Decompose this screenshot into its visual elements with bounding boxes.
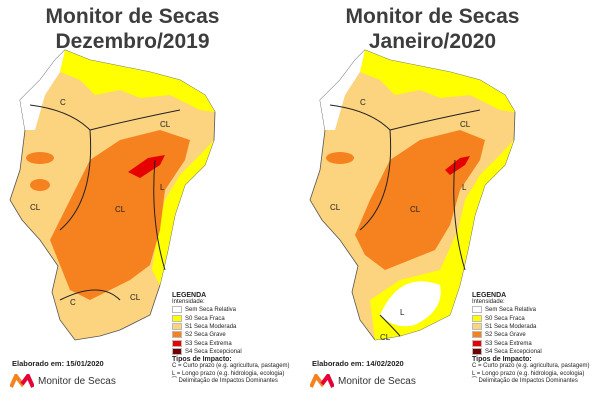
impact-short: C = Curto prazo (e.g. agricultura, pasta… <box>472 363 590 370</box>
impact-short: C = Curto prazo (e.g. agricultura, pasta… <box>172 363 290 370</box>
legend-intensity-label: Intensidade: <box>472 299 505 306</box>
logo-icon <box>310 374 334 388</box>
region-s3 <box>445 156 470 175</box>
impact-long: L = Longo prazo (e.g. hidrologia, ecolog… <box>472 370 585 377</box>
impact-line-item: ⁀ Delimitação de Impactos Dominantes <box>472 377 578 384</box>
label-cl: CL <box>130 293 141 302</box>
legend-item: Sem Seca Relativa <box>472 306 590 314</box>
label-c: C <box>70 298 76 307</box>
region-s3 <box>128 155 165 178</box>
legend-intensity-label: Intensidade: <box>172 299 205 306</box>
logo: Monitor de Secas <box>10 374 116 388</box>
label-cl: CL <box>160 120 171 129</box>
region-s2-west2 <box>30 179 50 191</box>
legend-item: S0 Seca Fraca <box>172 314 290 323</box>
region-s2-west <box>26 152 54 164</box>
legend-item: S1 Seca Moderada <box>472 322 590 331</box>
map-subtitle: Janeiro/2020 <box>368 30 497 53</box>
legend-item: S0 Seca Fraca <box>472 314 590 323</box>
map-title: Monitor de Secas <box>345 5 520 28</box>
region-s0-north <box>360 50 515 112</box>
legend-item: S3 Seca Extrema <box>472 339 590 348</box>
legend-item: S1 Seca Moderada <box>172 322 290 331</box>
impact-line <box>29 104 181 301</box>
impact-line <box>329 104 481 337</box>
elaborated-date: Elaborado em: 14/02/2020 <box>312 359 404 368</box>
map-subtitle: Dezembro/2019 <box>55 30 210 53</box>
legend-item: S2 Seca Grave <box>172 331 290 339</box>
label-cl: CL <box>330 203 341 212</box>
legend-item: Sem Seca Relativa <box>172 306 290 314</box>
legend-title: LEGENDA <box>172 292 207 299</box>
region-s0-north <box>60 50 215 112</box>
map-title: Monitor de Secas <box>45 5 220 28</box>
region-s0-east <box>152 140 214 285</box>
line-icon: ⁀ <box>172 377 179 384</box>
label-l: L <box>160 183 165 192</box>
label-c: C <box>60 98 66 107</box>
legend-item: S3 Seca Extrema <box>172 339 290 348</box>
label-l: L <box>400 308 405 317</box>
legend-item: S4 Seca Excepcional <box>472 347 590 356</box>
drought-map: C CL CL CL CL C L <box>9 49 216 341</box>
drought-map: C CL CL CL L CL L <box>309 49 516 342</box>
legend-item: S2 Seca Grave <box>472 331 590 339</box>
region-none-west <box>320 50 365 130</box>
label-cl: CL <box>460 120 471 129</box>
legend: LEGENDA Intensidade: Sem Seca Relativa S… <box>472 292 590 385</box>
label-cl: CL <box>380 333 391 342</box>
legend-title: LEGENDA <box>472 292 507 299</box>
impact-line-item: ⁀ Delimitação de Impactos Dominantes <box>172 377 278 384</box>
panel-dezembro-2019: Monitor de Secas Dezembro/2019 C CL CL C… <box>9 5 290 388</box>
label-cl: CL <box>410 205 421 214</box>
legend-item: S4 Seca Excepcional <box>172 347 290 356</box>
region-none-south <box>380 281 441 327</box>
region-s2 <box>50 130 190 300</box>
region-s2-west <box>326 152 354 164</box>
impact-title: Tipos de Impacto: <box>172 356 232 364</box>
impact-title: Tipos de Impacto: <box>472 356 532 364</box>
label-cl: CL <box>30 203 41 212</box>
region-none-west <box>20 50 65 130</box>
line-icon: ⁀ <box>472 377 479 384</box>
logo-text: Monitor de Secas <box>38 375 116 387</box>
label-l: L <box>462 183 467 192</box>
panel-janeiro-2020: Monitor de Secas Janeiro/2020 C CL CL CL… <box>300 0 600 412</box>
label-c: C <box>360 98 366 107</box>
logo: Monitor de Secas <box>310 374 416 388</box>
impact-long: L = Longo prazo (e.g. hidrologia, ecolog… <box>172 370 285 377</box>
legend: LEGENDA Intensidade: Sem Seca Relativa S… <box>172 292 290 385</box>
label-cl: CL <box>115 205 126 214</box>
logo-icon <box>10 374 34 388</box>
logo-text: Monitor de Secas <box>338 375 416 387</box>
elaborated-date: Elaborado em: 15/01/2020 <box>12 359 104 368</box>
